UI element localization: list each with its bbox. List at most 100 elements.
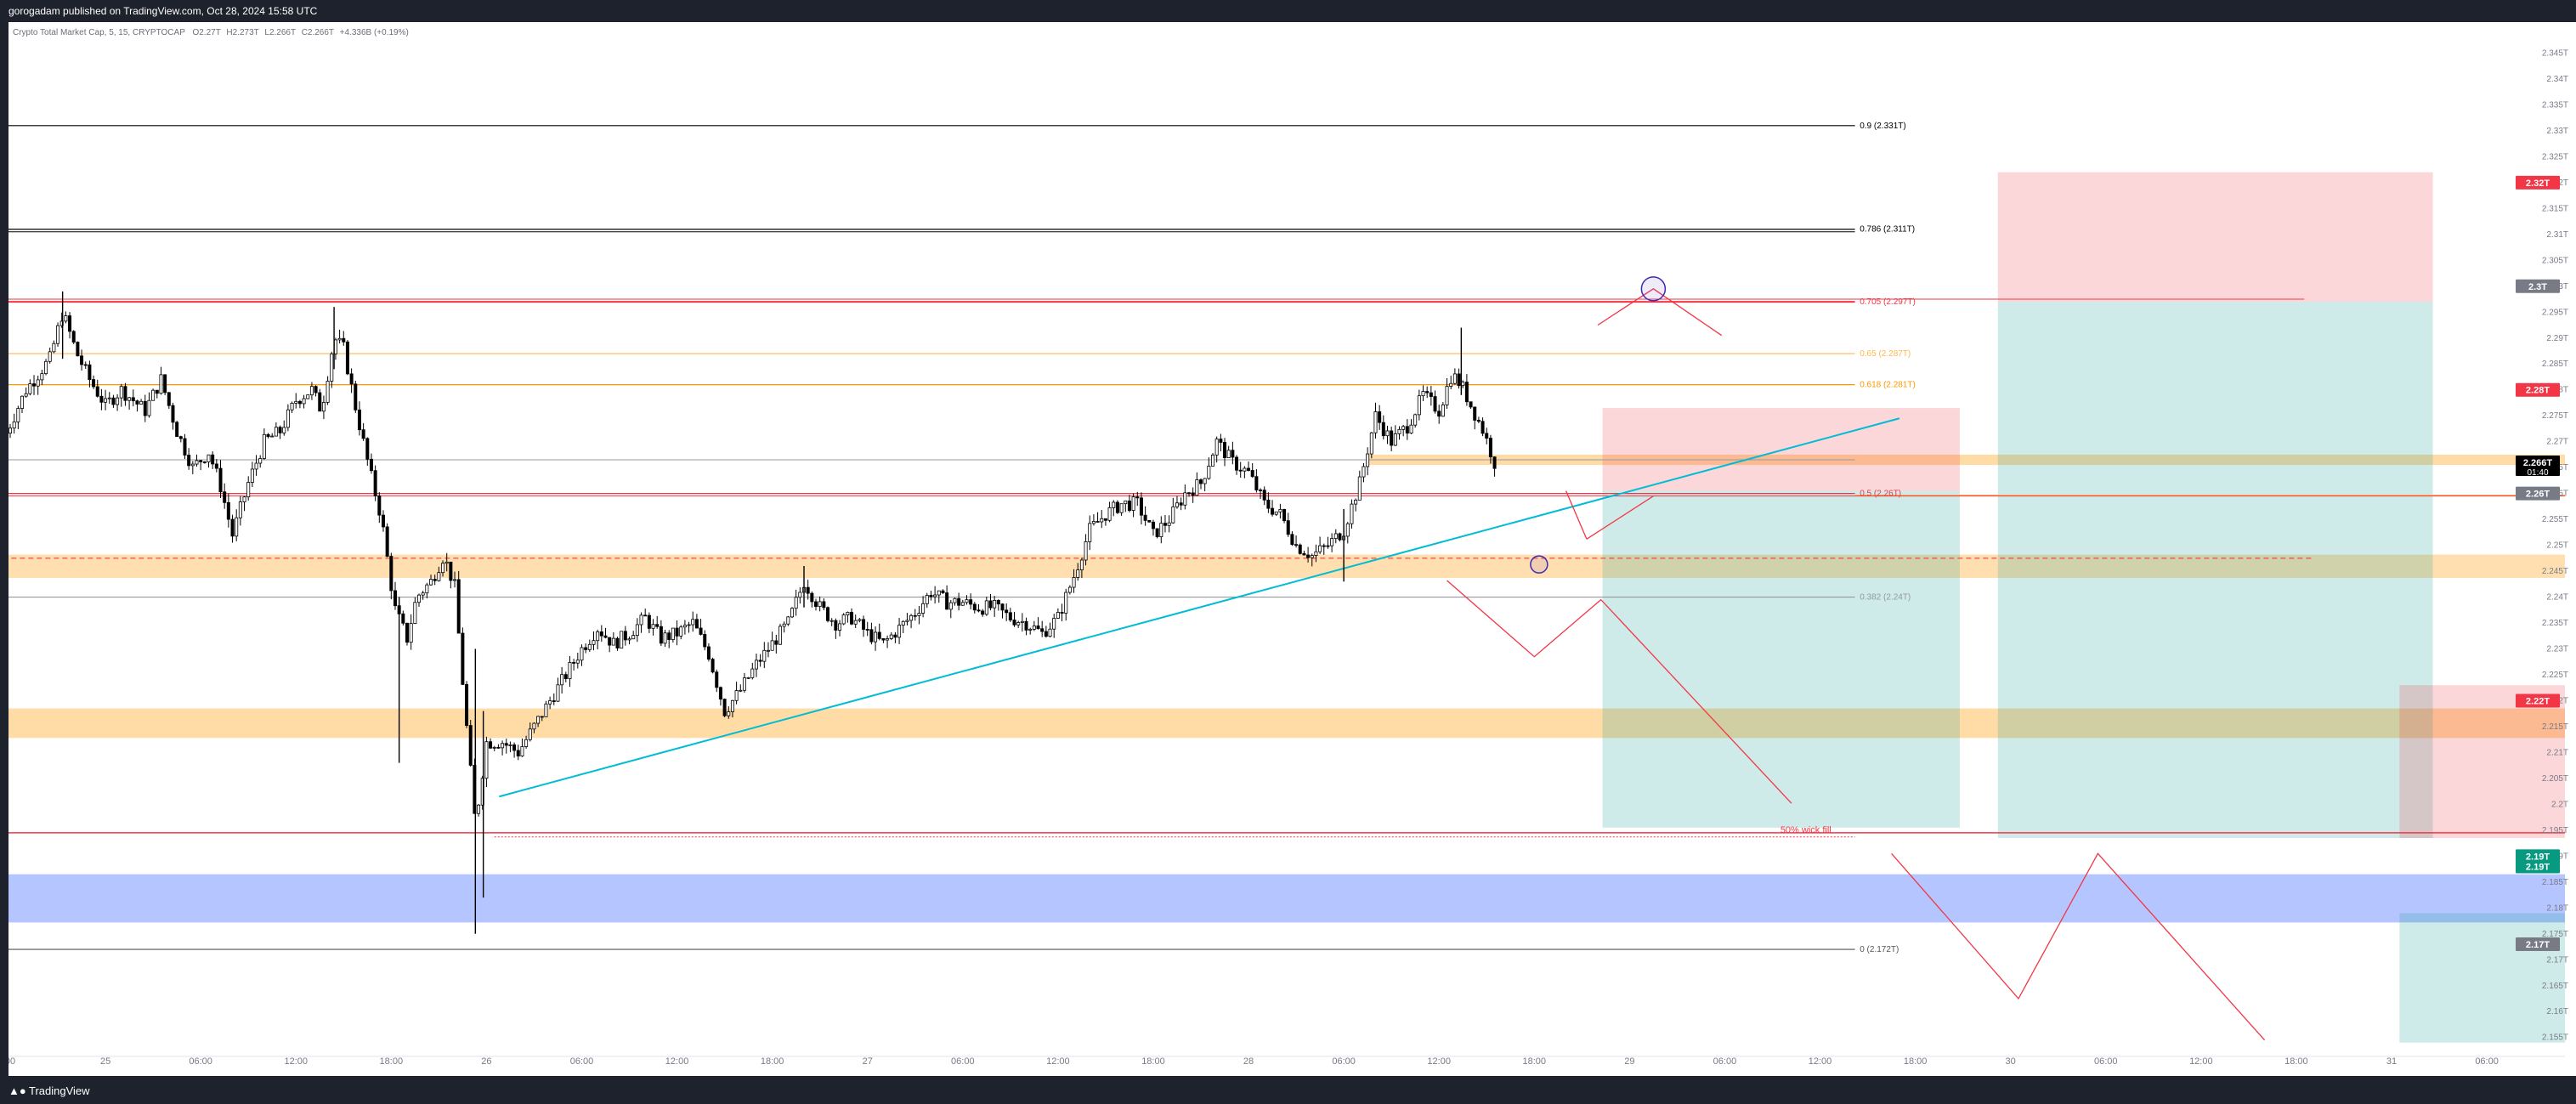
- candle-body: [330, 354, 334, 382]
- candle: [1219, 433, 1223, 452]
- time-tick-label: 29: [1624, 1056, 1634, 1067]
- candle-body: [874, 631, 878, 643]
- line-layer: [0, 125, 2576, 950]
- footer-bar: ▲● TradingView: [0, 1076, 2576, 1104]
- candle-body: [563, 674, 568, 680]
- candle-body: [175, 422, 179, 438]
- candle-body: [496, 746, 501, 749]
- candle-body: [1020, 620, 1024, 623]
- candle: [484, 736, 489, 787]
- candle: [540, 716, 544, 722]
- candle-body: [127, 397, 132, 401]
- time-axis[interactable]: 00 25 06:00 12:00 18:00 26 06:00 12:00 18:00 27 06…: [5, 1056, 2565, 1067]
- projection-drop-1: [1447, 580, 1792, 804]
- candle-body: [250, 468, 254, 483]
- candle-body: [190, 463, 195, 467]
- candle-body: [516, 750, 520, 757]
- candle-body: [1357, 476, 1362, 501]
- candle: [183, 433, 187, 460]
- candle-body: [651, 624, 655, 629]
- candle-body: [337, 337, 342, 341]
- candle: [44, 359, 48, 376]
- candle: [163, 374, 167, 395]
- candle-body: [829, 620, 834, 622]
- candle: [826, 606, 830, 623]
- candle: [631, 631, 636, 640]
- candle-body: [1000, 603, 1005, 611]
- candle: [1413, 413, 1418, 428]
- candle-body: [965, 599, 969, 603]
- candle-body: [297, 400, 302, 405]
- tradingview-logo-icon[interactable]: ▲●: [8, 1084, 26, 1097]
- fib-label-0.705: 0.705 (2.297T): [1860, 297, 1916, 307]
- time-tick-label: 06:00: [1713, 1056, 1737, 1067]
- candle: [663, 629, 667, 648]
- fib-label-0.5: 0.5 (2.26T): [1860, 490, 1901, 499]
- candle-body: [1159, 523, 1163, 537]
- candle-body: [477, 804, 481, 814]
- candle-body: [1016, 622, 1021, 626]
- candle-body: [993, 600, 997, 609]
- candle-body: [1147, 519, 1152, 523]
- candle-body: [294, 400, 298, 404]
- price-tick-label: 2.33T: [2546, 127, 2568, 136]
- candle: [1473, 406, 1477, 430]
- candle-body: [528, 728, 532, 740]
- candle-body: [1052, 618, 1056, 630]
- time-tick-label: 06:00: [570, 1056, 594, 1067]
- candle: [592, 631, 596, 651]
- candle-body: [921, 603, 926, 614]
- candle: [147, 392, 151, 418]
- candle: [682, 620, 687, 635]
- candle-body: [580, 647, 584, 661]
- candle-body: [758, 660, 762, 662]
- candle-body: [881, 637, 886, 641]
- candle: [596, 629, 600, 650]
- candle: [969, 593, 973, 609]
- price-badge-bg: [2516, 486, 2560, 501]
- candle-body: [838, 623, 842, 631]
- candle: [453, 571, 457, 588]
- candle: [706, 643, 711, 662]
- candle: [159, 366, 163, 395]
- candle: [1322, 543, 1326, 555]
- candle-body: [1143, 514, 1147, 521]
- candle: [52, 340, 56, 354]
- candle-body: [104, 398, 108, 403]
- candle: [1091, 514, 1096, 526]
- time-tick-label: 30: [2006, 1056, 2016, 1067]
- candle-body: [1250, 470, 1254, 478]
- candle: [627, 636, 631, 645]
- candle-body: [1084, 541, 1088, 561]
- candle-body: [333, 339, 337, 354]
- candle: [957, 592, 961, 611]
- candle-body: [449, 561, 453, 581]
- candle-body: [238, 501, 242, 518]
- candle: [119, 383, 123, 407]
- candle: [691, 611, 695, 632]
- candle: [829, 618, 834, 626]
- candle-body: [1433, 396, 1437, 412]
- candle: [730, 699, 734, 718]
- chart-svg[interactable]: 0.9 (2.331T) 0.786 (2.311T) 0.705 (2.297T)…: [0, 22, 2576, 1076]
- candle: [68, 312, 72, 339]
- candle: [1354, 498, 1358, 512]
- candle: [834, 618, 838, 639]
- brand-label[interactable]: TradingView: [29, 1084, 90, 1097]
- candle: [1429, 386, 1433, 406]
- candle: [1259, 488, 1263, 499]
- candle: [933, 586, 937, 604]
- candle: [1294, 535, 1299, 548]
- price-badge: 2.19T: [2526, 852, 2550, 862]
- candle: [1226, 445, 1231, 459]
- candle: [1445, 377, 1449, 410]
- candle-body: [369, 458, 373, 472]
- candle: [202, 461, 207, 464]
- chart-area[interactable]: 0.9 (2.331T) 0.786 (2.311T) 0.705 (2.297T)…: [0, 22, 2576, 1076]
- candle: [223, 483, 227, 509]
- candle: [1107, 501, 1112, 523]
- candle-body: [615, 637, 620, 648]
- candle: [361, 422, 365, 441]
- time-tick-label: 12:00: [1809, 1056, 1832, 1067]
- candle: [131, 389, 135, 407]
